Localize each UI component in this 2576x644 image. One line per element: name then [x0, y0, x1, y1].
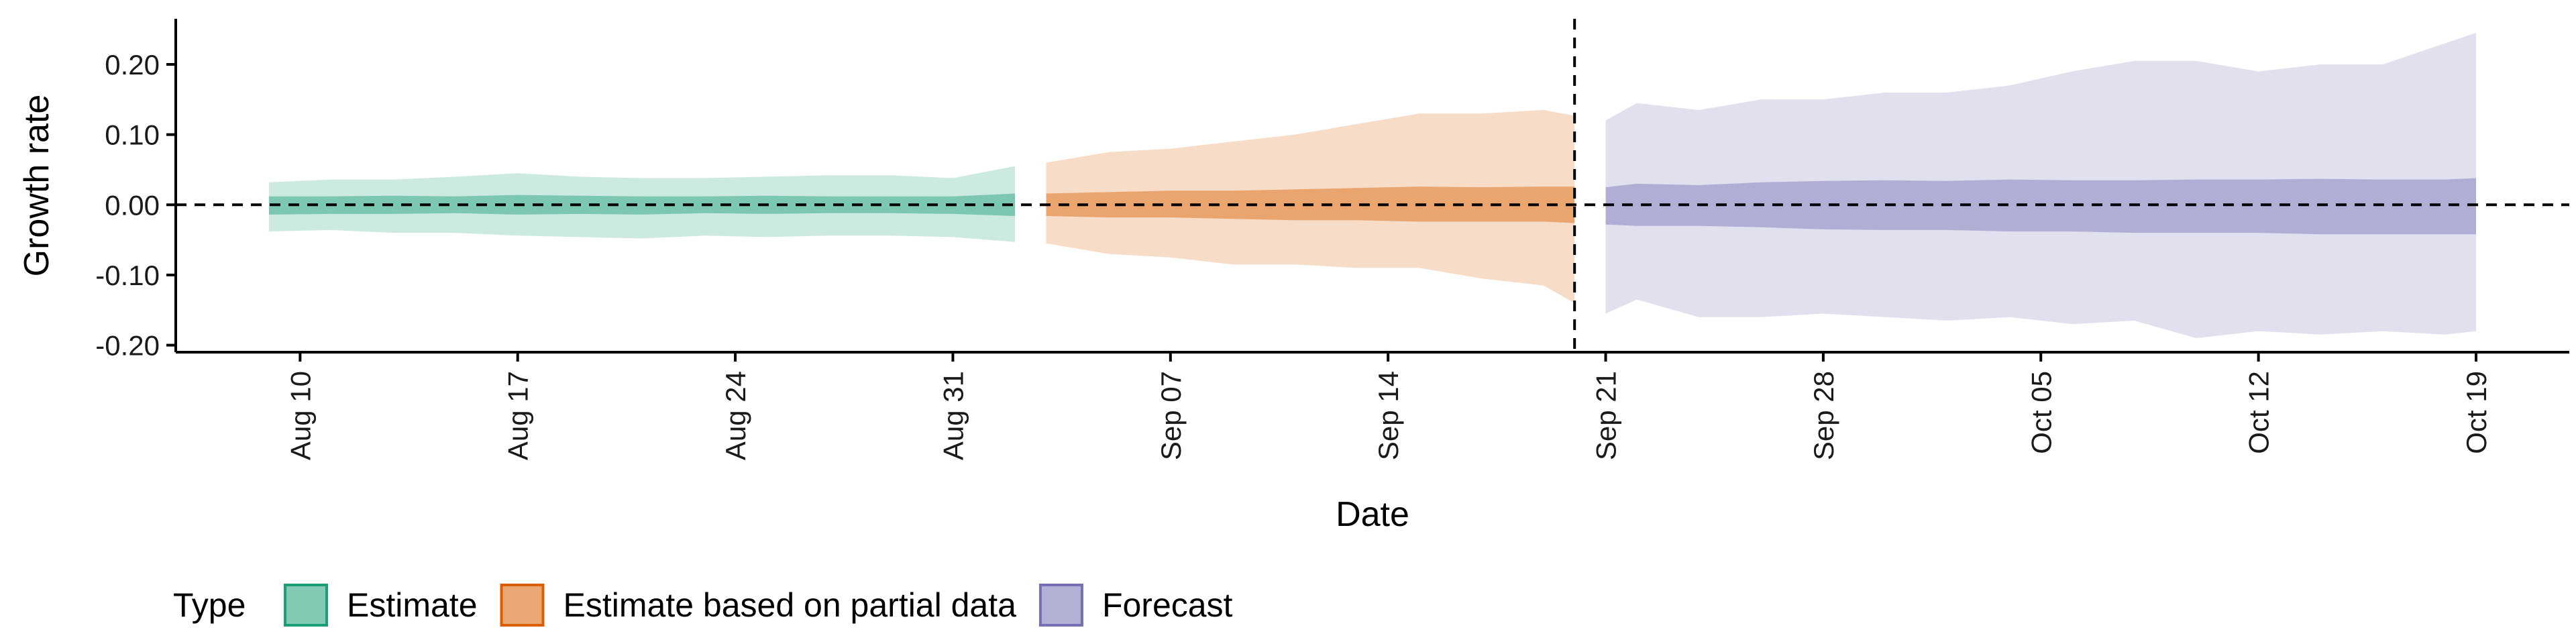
- y-tick-label: -0.10: [95, 260, 160, 291]
- legend: Type Estimate Estimate based on partial d…: [173, 584, 1233, 627]
- y-tick-label: 0.10: [105, 119, 160, 151]
- x-tick-label: Aug 31: [937, 371, 969, 460]
- ribbon-bands: [269, 32, 2476, 339]
- x-tick-label: Aug 10: [284, 371, 316, 460]
- estimate-outer-band: [269, 166, 1016, 242]
- legend-key-estimate: [284, 584, 328, 627]
- x-tick-label: Sep 21: [1591, 371, 1622, 460]
- x-axis-title: Date: [1336, 495, 1409, 534]
- forecast-inner-band: [1605, 178, 2476, 235]
- x-tick-label: Sep 28: [1808, 371, 1839, 460]
- legend-key-forecast: [1038, 584, 1083, 627]
- y-tick-label: 0.00: [105, 189, 160, 221]
- x-tick-label: Oct 12: [2243, 371, 2275, 454]
- legend-label-estimate: Estimate: [347, 586, 478, 624]
- y-tick-label: 0.20: [105, 49, 160, 80]
- reference-lines: [176, 19, 2569, 352]
- legend-title: Type: [173, 586, 246, 624]
- estimate-inner-band: [269, 193, 1016, 216]
- legend-label-estimate-based-on-partial-data: Estimate based on partial data: [564, 586, 1017, 624]
- legend-label-forecast: Forecast: [1102, 586, 1233, 624]
- x-tick-label: Oct 05: [2025, 371, 2057, 454]
- legend-key-estimate-based-on-partial-data: [500, 584, 545, 627]
- y-tick-label: -0.20: [95, 330, 160, 362]
- axes: -0.20 -0.10 0.00 0.10 0.20 Aug 10 Aug 17 Aug 24…: [95, 19, 2569, 460]
- x-tick-label: Aug 24: [720, 371, 751, 460]
- x-tick-label: Aug 17: [502, 371, 534, 460]
- x-tick-label: Sep 07: [1155, 371, 1187, 460]
- x-tick-label: Sep 14: [1373, 371, 1404, 460]
- forecast-outer-band: [1605, 32, 2476, 339]
- y-axis-title: Growth rate: [17, 95, 56, 277]
- x-tick-label: Oct 19: [2461, 371, 2492, 454]
- estimate-based-on-partial-data-outer-band: [1046, 110, 1575, 303]
